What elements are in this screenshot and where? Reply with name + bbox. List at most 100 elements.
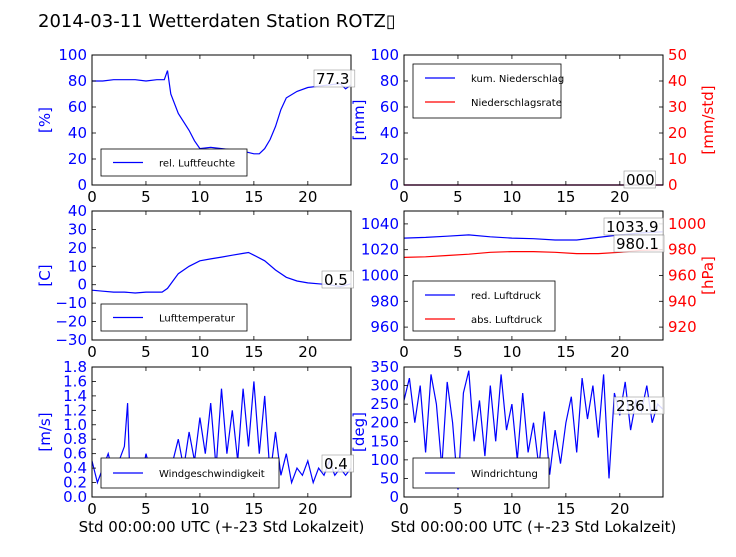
- x-tick-label: 5: [453, 500, 463, 518]
- y-tick-label: 50: [380, 469, 399, 487]
- y-tick-label: 0: [389, 176, 399, 194]
- x-tick-label: 15: [556, 500, 575, 518]
- y-tick-label: −30: [55, 331, 87, 349]
- value-label: 980.1: [616, 235, 659, 253]
- x-tick-label: 20: [610, 500, 629, 518]
- y-tick-label: 40: [68, 202, 87, 220]
- value-label: 236.1: [616, 397, 659, 415]
- x-tick-label: 5: [453, 188, 463, 206]
- y-tick-label: −10: [55, 294, 87, 312]
- y2-tick-label: 980: [668, 241, 697, 259]
- x-tick-label: 0: [399, 500, 409, 518]
- value-label: 77.3: [316, 70, 349, 88]
- legend-entry: kum. Niederschlag: [471, 74, 564, 85]
- series-line-1: [403, 370, 664, 490]
- x-tick-label: 10: [190, 500, 209, 518]
- x-tick-label: 10: [502, 343, 521, 361]
- y-tick-label: 100: [58, 46, 87, 64]
- y-tick-label: 0.2: [63, 474, 87, 492]
- legend: Windgeschwindigkeit: [100, 457, 280, 489]
- x-axis-label: Std 00:00:00 UTC (+-23 Std Lokalzeit): [391, 518, 677, 536]
- y-tick-label: 40: [380, 124, 399, 142]
- legend-entry: abs. Luftdruck: [471, 315, 542, 326]
- y-tick-label: 960: [370, 318, 399, 336]
- y-tick-label: 1.4: [63, 387, 87, 405]
- series-line-2: [403, 249, 664, 258]
- y-tick-label: 10: [68, 257, 87, 275]
- x-tick-label: 10: [502, 500, 521, 518]
- x-tick-label: 20: [298, 500, 317, 518]
- x-tick-label: 5: [141, 500, 151, 518]
- x-tick-label: 15: [244, 500, 263, 518]
- y2-tick-label: 1000: [668, 215, 706, 233]
- y-tick-label: 30: [68, 220, 87, 238]
- chart-panel-5: 0 5 10 15 200.00.20.40.60.81.01.21.41.61.8[m…: [36, 358, 364, 536]
- y-tick-label: 100: [370, 46, 399, 64]
- x-tick-label: 15: [556, 188, 575, 206]
- y-tick-label: 80: [68, 72, 87, 90]
- chart-panel-4: 0 5 10 15 20 960 980 1000 1020 1040 920 940 960 980 10…: [361, 210, 717, 361]
- x-tick-label: 5: [141, 343, 151, 361]
- x-tick-label: 0: [399, 343, 409, 361]
- legend-entry: Lufttemperatur: [159, 314, 236, 325]
- legend-box: [412, 63, 562, 119]
- value-label-box: [321, 270, 354, 289]
- x-tick-label: 15: [556, 343, 575, 361]
- series-line-1: [91, 251, 352, 294]
- y-tick-label: 60: [380, 98, 399, 116]
- y-axis-label: [deg]: [350, 412, 368, 452]
- x-tick-label: 20: [610, 343, 629, 361]
- y-tick-label: 0.6: [63, 445, 87, 463]
- y-tick-label: 1040: [361, 215, 399, 233]
- y-tick-label: 300: [370, 377, 399, 395]
- y-tick-label: 350: [370, 358, 399, 376]
- y-tick-label: 250: [370, 395, 399, 413]
- y2-axis-label: [mm/std]: [699, 85, 717, 154]
- chart-panel-2: 0 5 10 15 20 0 20 40 60 80 100 0 10 20 30 40 50 [mm] [mm/s…: [350, 46, 717, 206]
- value-label: 000: [626, 171, 655, 189]
- legend: Lufttemperatur: [100, 303, 248, 332]
- figure-title: 2014-03-11 Wetterdaten Station ROTZ▯: [38, 11, 396, 32]
- x-tick-label: 20: [298, 188, 317, 206]
- y2-tick-label: 0: [668, 176, 678, 194]
- legend: red. Luftdruck abs. Luftdruck: [412, 280, 556, 332]
- x-tick-label: 20: [610, 188, 629, 206]
- y-tick-label: 40: [68, 124, 87, 142]
- y2-tick-label: 940: [668, 292, 697, 310]
- y2-tick-label: 920: [668, 318, 697, 336]
- y2-axis-label: [hPa]: [699, 256, 717, 295]
- y2-tick-label: 10: [668, 150, 687, 168]
- x-axis-label: Std 00:00:00 UTC (+-23 Std Lokalzeit): [79, 518, 365, 536]
- y2-tick-label: 20: [668, 124, 687, 142]
- axes-frame: [403, 54, 664, 186]
- value-label-box: [623, 170, 656, 189]
- y-tick-label: 1.8: [63, 358, 87, 376]
- y-tick-label: 60: [68, 98, 87, 116]
- y-tick-label: 1020: [361, 241, 399, 259]
- value-label-box: [321, 454, 354, 473]
- legend: rel. Luftfeuchte: [100, 148, 248, 177]
- x-tick-label: 10: [502, 188, 521, 206]
- x-tick-label: 10: [190, 188, 209, 206]
- y2-tick-label: 30: [668, 98, 687, 116]
- legend-entry: Windrichtung: [471, 469, 538, 480]
- value-label: 0.5: [324, 271, 348, 289]
- chart-panel-1: 0 5 10 15 20 0 20 40 60 80 100 [%] 77.3 rel. Luftfeuc…: [36, 46, 356, 206]
- value-label: 1033.9: [606, 218, 659, 236]
- y-axis-label: [%]: [36, 107, 54, 133]
- axes-frame: [403, 366, 664, 498]
- y-tick-label: 20: [380, 150, 399, 168]
- y-tick-label: 0: [77, 176, 87, 194]
- y-tick-label: 100: [370, 451, 399, 469]
- y-tick-label: 20: [68, 239, 87, 257]
- y-tick-label: 0: [77, 276, 87, 294]
- legend-entry: Windgeschwindigkeit: [159, 469, 265, 480]
- legend-box: [412, 280, 556, 332]
- legend-box: [100, 148, 248, 177]
- x-tick-label: 5: [141, 188, 151, 206]
- legend-entry: Niederschlagsrate: [471, 98, 562, 109]
